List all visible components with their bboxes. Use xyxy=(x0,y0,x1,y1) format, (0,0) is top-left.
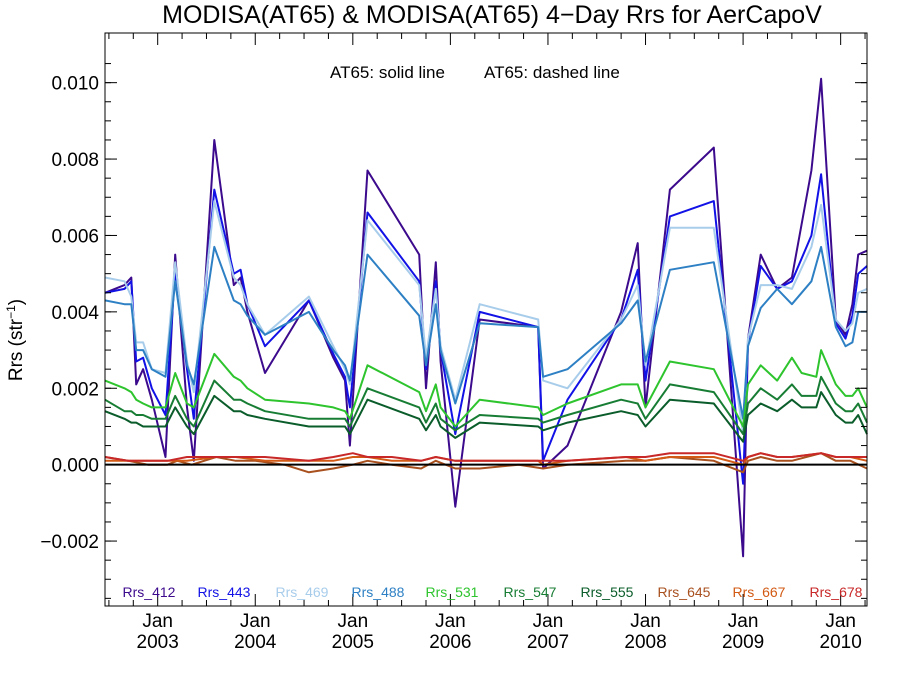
x-tick-label-year: 2008 xyxy=(624,632,666,653)
y-tick-label: 0.006 xyxy=(51,226,99,247)
x-tick-label-month: Jan xyxy=(142,611,173,632)
legend-item-rrs_678: Rrs_678 xyxy=(810,584,863,600)
y-tick-label: 0.004 xyxy=(51,303,99,324)
annotation-solid: AT65: solid line xyxy=(330,63,445,82)
y-tick-label: 0.008 xyxy=(51,150,99,171)
series-line-rrs_678 xyxy=(104,452,867,462)
y-tick-label: 0.010 xyxy=(51,74,99,95)
legend-item-rrs_469: Rrs_469 xyxy=(276,584,329,600)
x-tick-label-month: Jan xyxy=(630,611,661,632)
x-tick-label-year: 2004 xyxy=(234,632,277,653)
series-line-rrs_555 xyxy=(104,391,868,443)
x-tick-label-year: 2006 xyxy=(429,632,471,653)
legend: Rrs_412 Rrs_443 Rrs_469 Rrs_488 Rrs_531 Rrs_5… xyxy=(123,584,863,600)
y-axis-label: Rrs (str−1) xyxy=(4,299,27,381)
plot-frame xyxy=(104,32,868,607)
y-axis: −0.002 0.000 0.002 0.004 0.006 0.008 0.010 xyxy=(40,63,867,599)
legend-item-rrs_443: Rrs_443 xyxy=(198,584,251,600)
legend-item-rrs_667: Rrs_667 xyxy=(733,584,786,600)
x-tick-label-year: 2009 xyxy=(722,632,764,653)
series-line-rrs_488 xyxy=(104,245,867,420)
annotation-dashed: AT65: dashed line xyxy=(484,63,620,82)
legend-item-rrs_645: Rrs_645 xyxy=(658,584,711,600)
x-tick-label-month: Jan xyxy=(240,611,271,632)
x-tick-label-month: Jan xyxy=(435,611,466,632)
y-axis-label-superscript: −1 xyxy=(4,305,18,319)
x-tick-label-year: 2003 xyxy=(137,632,179,653)
x-tick-label-year: 2007 xyxy=(527,632,569,653)
x-tick-label-month: Jan xyxy=(533,611,564,632)
legend-item-rrs_531: Rrs_531 xyxy=(426,584,479,600)
y-axis-label-tail: ) xyxy=(6,299,27,305)
legend-item-rrs_412: Rrs_412 xyxy=(123,584,176,600)
legend-item-rrs_547: Rrs_547 xyxy=(504,584,557,600)
legend-item-rrs_488: Rrs_488 xyxy=(352,584,405,600)
legend-item-rrs_555: Rrs_555 xyxy=(581,584,634,600)
series-line-rrs_645 xyxy=(104,452,868,474)
x-axis: Jan2003Jan2004Jan2005Jan2006Jan2007Jan20… xyxy=(108,33,866,653)
y-tick-label: 0.000 xyxy=(51,456,99,477)
x-tick-label-month: Jan xyxy=(728,611,759,632)
series-layer xyxy=(104,77,868,558)
chart-title: MODISA(AT65) & MODISA(AT65) 4−Day Rrs fo… xyxy=(162,1,822,29)
x-tick-label-year: 2010 xyxy=(820,632,862,653)
series-line-rrs_547 xyxy=(104,375,868,436)
y-axis-label-main: Rrs (str xyxy=(6,318,27,381)
x-tick-label-month: Jan xyxy=(825,611,856,632)
x-tick-label-month: Jan xyxy=(338,611,369,632)
x-tick-label-year: 2005 xyxy=(332,632,374,653)
y-tick-label: −0.002 xyxy=(40,532,99,553)
series-line-rrs_531 xyxy=(104,349,868,428)
y-tick-label: 0.002 xyxy=(51,379,99,400)
